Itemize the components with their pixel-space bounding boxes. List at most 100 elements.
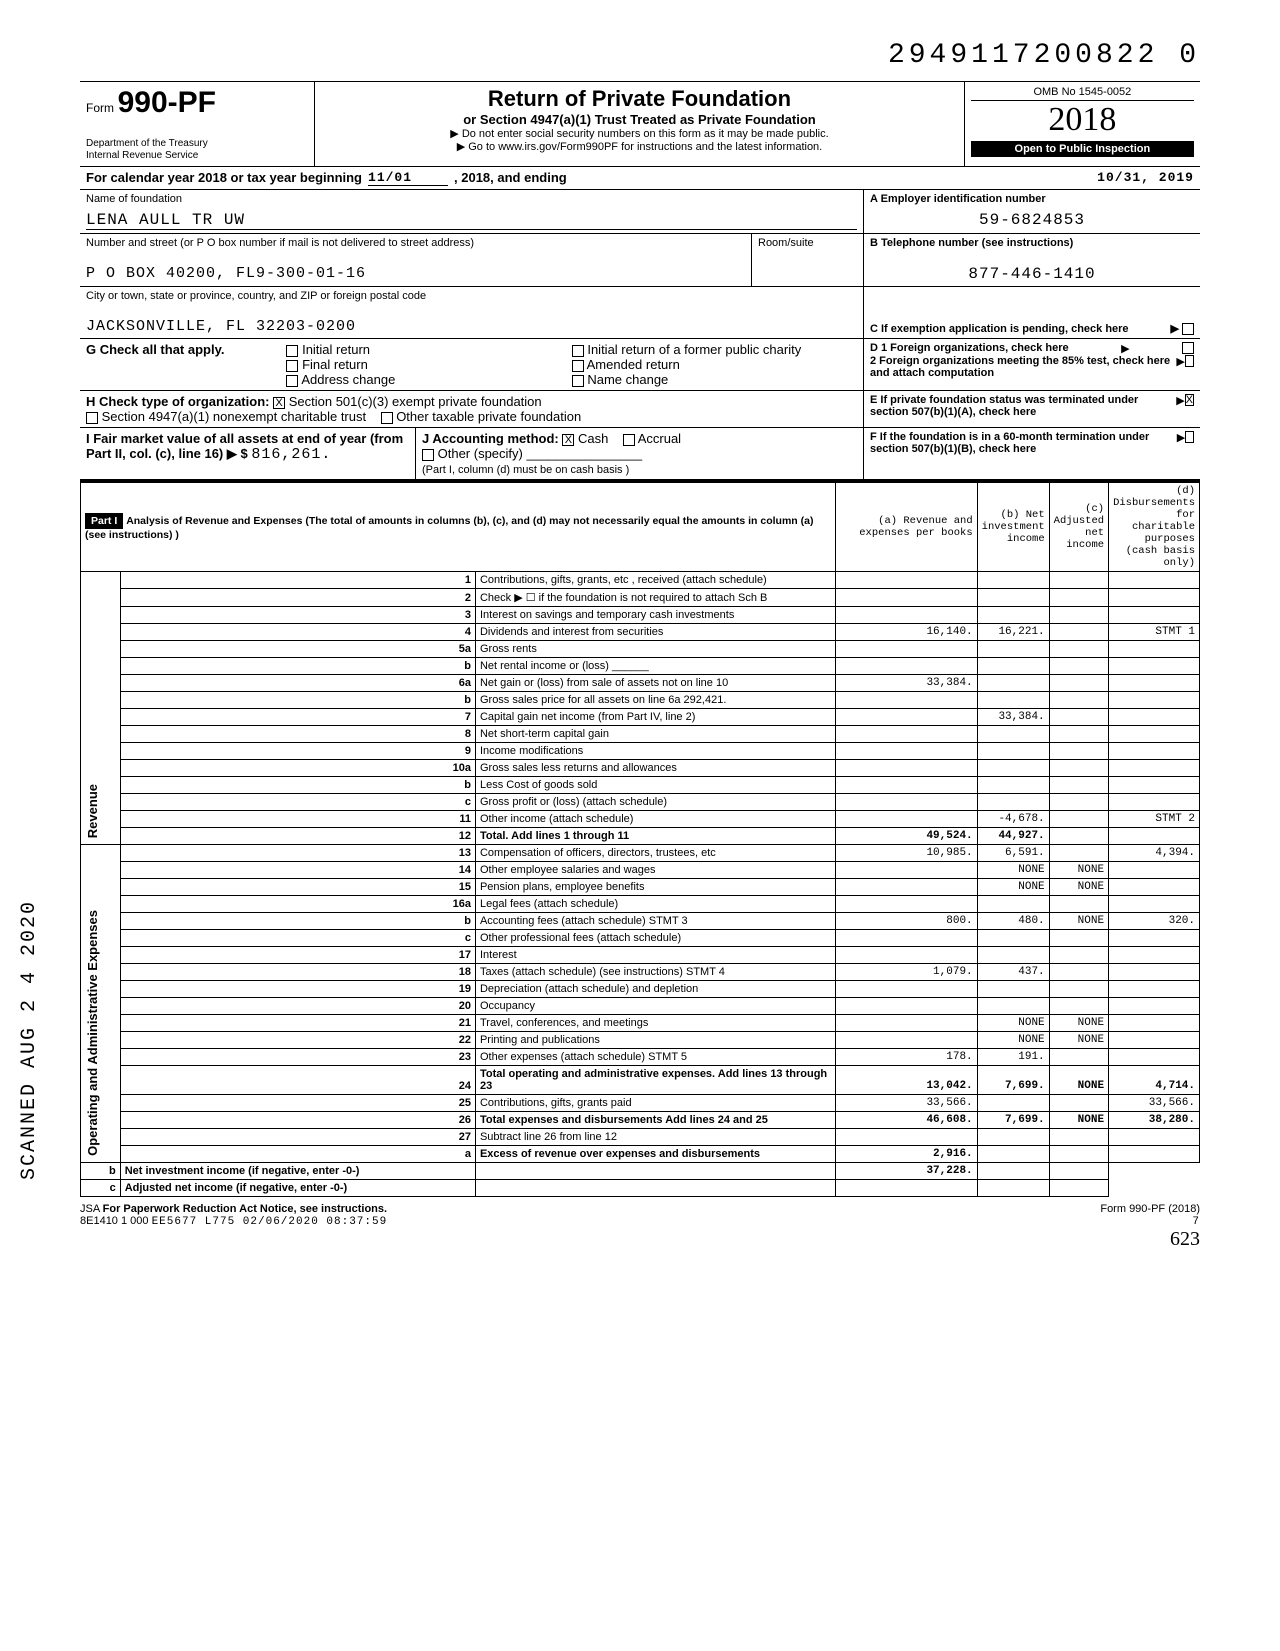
table-row: 3Interest on savings and temporary cash … <box>81 607 1200 624</box>
table-row: 11Other income (attach schedule)-4,678.S… <box>81 811 1200 828</box>
g-initial-former[interactable] <box>572 345 584 357</box>
d1-label: D 1 Foreign organizations, check here <box>870 342 1069 355</box>
foundation-name: LENA AULL TR UW <box>86 211 857 230</box>
name-label: Name of foundation <box>86 193 857 205</box>
j-cash[interactable]: X <box>562 434 574 446</box>
d2-label: 2 Foreign organizations meeting the 85% … <box>870 355 1176 379</box>
g-initial[interactable] <box>286 345 298 357</box>
table-row: 10aGross sales less returns and allowanc… <box>81 760 1200 777</box>
part-i-tag: Part I <box>85 513 123 529</box>
tel-label: B Telephone number (see instructions) <box>870 237 1194 249</box>
ein-value: 59-6824853 <box>870 211 1194 229</box>
form-number-footer: Form 990-PF (2018) <box>1100 1203 1200 1215</box>
omb-number: OMB No 1545-0052 <box>971 86 1194 101</box>
name-ein-row: Name of foundation LENA AULL TR UW A Emp… <box>80 190 1200 234</box>
col-c-header: (c) Adjusted net income <box>1049 483 1108 572</box>
dept-treasury: Department of the Treasury <box>86 138 308 150</box>
addr-value: P O BOX 40200, FL9-300-01-16 <box>86 265 745 282</box>
city-value: JACKSONVILLE, FL 32203-0200 <box>86 318 857 335</box>
tax-year-row: For calendar year 2018 or tax year begin… <box>80 167 1200 190</box>
addr-label: Number and street (or P O box number if … <box>86 237 745 249</box>
f-label: F If the foundation is in a 60-month ter… <box>870 431 1177 455</box>
c-label: C If exemption application is pending, c… <box>870 323 1129 335</box>
end-date: 10/31, 2019 <box>1097 170 1194 186</box>
table-row: cOther professional fees (attach schedul… <box>81 930 1200 947</box>
i-label: I Fair market value of all assets at end… <box>86 431 403 461</box>
table-row: 27Subtract line 26 from line 12 <box>81 1129 1200 1146</box>
pra-notice: For Paperwork Reduction Act Notice, see … <box>103 1203 387 1215</box>
e-checkbox[interactable]: X <box>1185 394 1194 406</box>
city-c-row: City or town, state or province, country… <box>80 287 1200 339</box>
table-row: 22Printing and publicationsNONENONE <box>81 1032 1200 1049</box>
table-row: 2Check ▶ ☐ if the foundation is not requ… <box>81 589 1200 607</box>
h-other-taxable[interactable] <box>381 412 393 424</box>
table-row: 12Total. Add lines 1 through 1149,524.44… <box>81 828 1200 845</box>
j-accrual[interactable] <box>623 434 635 446</box>
c-checkbox[interactable] <box>1182 323 1194 335</box>
table-row: cGross profit or (loss) (attach schedule… <box>81 794 1200 811</box>
f-checkbox[interactable] <box>1185 431 1194 443</box>
ein-label: A Employer identification number <box>870 193 1194 205</box>
cal-mid: , 2018, and ending <box>454 170 567 186</box>
table-row: 9Income modifications <box>81 743 1200 760</box>
instruction-2: ▶ Go to www.irs.gov/Form990PF for instru… <box>321 140 958 153</box>
table-row: bGross sales price for all assets on lin… <box>81 692 1200 709</box>
table-row: bNet investment income (if negative, ent… <box>81 1163 1200 1180</box>
table-row: 14Other employee salaries and wagesNONEN… <box>81 862 1200 879</box>
h-501c3[interactable]: X <box>273 397 285 409</box>
e-label: E If private foundation status was termi… <box>870 394 1176 418</box>
footer-timestamp: EE5677 L775 02/06/2020 08:37:59 <box>152 1216 388 1228</box>
part-i-table: Part I Analysis of Revenue and Expenses … <box>80 480 1200 1197</box>
table-row: 21Travel, conferences, and meetingsNONEN… <box>81 1015 1200 1032</box>
instruction-1: ▶ Do not enter social security numbers o… <box>321 127 958 140</box>
table-row: bNet rental income or (loss) ______ <box>81 658 1200 675</box>
table-row: 24Total operating and administrative exp… <box>81 1066 1200 1095</box>
i-value: 816,261. <box>251 446 331 463</box>
d2-checkbox[interactable] <box>1185 355 1194 367</box>
page-footer: JSA For Paperwork Reduction Act Notice, … <box>80 1203 1200 1251</box>
table-row: cAdjusted net income (if negative, enter… <box>81 1180 1200 1197</box>
part-i-title: Analysis of Revenue and Expenses (The to… <box>85 515 813 541</box>
top-code: 2949117200822 0 <box>80 40 1200 71</box>
g-d-row: G Check all that apply. Initial return F… <box>80 339 1200 391</box>
h-label: H Check type of organization: <box>86 394 269 409</box>
begin-date: 11/01 <box>368 170 448 186</box>
g-namechange[interactable] <box>572 375 584 387</box>
table-row: 25Contributions, gifts, grants paid33,56… <box>81 1095 1200 1112</box>
g-amended[interactable] <box>572 360 584 372</box>
table-row: Operating and Administrative Expenses13C… <box>81 845 1200 862</box>
table-row: 20Occupancy <box>81 998 1200 1015</box>
table-row: aExcess of revenue over expenses and dis… <box>81 1146 1200 1163</box>
g-address[interactable] <box>286 375 298 387</box>
j-other[interactable] <box>422 449 434 461</box>
open-inspection: Open to Public Inspection <box>971 141 1194 157</box>
table-row: 16aLegal fees (attach schedule) <box>81 896 1200 913</box>
table-row: 26Total expenses and disbursements Add l… <box>81 1112 1200 1129</box>
table-row: 15Pension plans, employee benefitsNONENO… <box>81 879 1200 896</box>
table-row: Revenue1Contributions, gifts, grants, et… <box>81 572 1200 589</box>
table-row: 8Net short-term capital gain <box>81 726 1200 743</box>
page-number: 7 <box>1192 1216 1200 1228</box>
d1-checkbox[interactable] <box>1182 342 1194 354</box>
cal-label: For calendar year 2018 or tax year begin… <box>86 170 362 186</box>
col-d-header: (d) Disbursements for charitable purpose… <box>1109 483 1200 572</box>
form-subtitle: or Section 4947(a)(1) Trust Treated as P… <box>321 112 958 127</box>
scanned-stamp: SCANNED AUG 2 4 2020 <box>18 900 41 1180</box>
g-final[interactable] <box>286 360 298 372</box>
dept-irs: Internal Revenue Service <box>86 150 308 162</box>
table-row: 23Other expenses (attach schedule) STMT … <box>81 1049 1200 1066</box>
col-b-header: (b) Net investment income <box>977 483 1049 572</box>
col-a-header: (a) Revenue and expenses per books <box>836 483 978 572</box>
form-header: Form 990-PF Department of the Treasury I… <box>80 81 1200 167</box>
table-row: 7Capital gain net income (from Part IV, … <box>81 709 1200 726</box>
table-row: 5aGross rents <box>81 641 1200 658</box>
table-row: 4Dividends and interest from securities1… <box>81 624 1200 641</box>
handwritten-note: 623 <box>1170 1228 1200 1250</box>
tel-value: 877-446-1410 <box>870 265 1194 283</box>
city-label: City or town, state or province, country… <box>86 290 857 302</box>
g-label: G Check all that apply. <box>86 342 286 387</box>
table-row: bLess Cost of goods sold <box>81 777 1200 794</box>
h-4947[interactable] <box>86 412 98 424</box>
table-row: 18Taxes (attach schedule) (see instructi… <box>81 964 1200 981</box>
table-row: bAccounting fees (attach schedule) STMT … <box>81 913 1200 930</box>
